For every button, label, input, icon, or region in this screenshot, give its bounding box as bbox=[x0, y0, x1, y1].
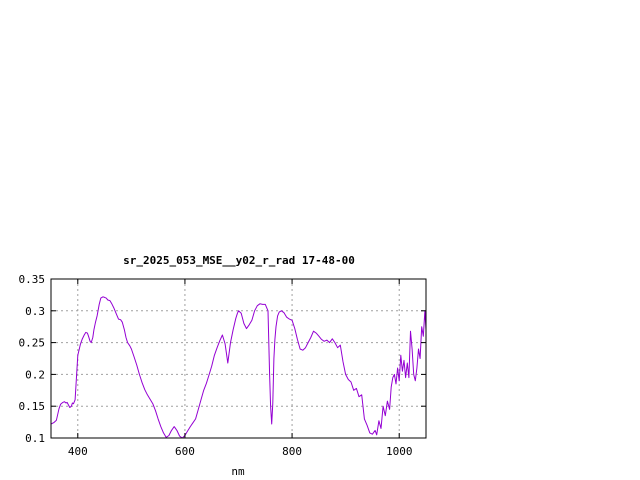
y-tick-label: 0.15 bbox=[19, 400, 46, 413]
y-tick-label: 0.3 bbox=[25, 305, 45, 318]
grid-lines bbox=[51, 279, 426, 438]
chart-title: sr_2025_053_MSE__y02_r_rad 17-48-00 bbox=[123, 254, 355, 267]
x-tick-label: 800 bbox=[282, 445, 302, 458]
series-line bbox=[50, 296, 427, 439]
data-series bbox=[50, 296, 427, 439]
x-tick-label: 600 bbox=[175, 445, 195, 458]
x-axis-label: nm bbox=[231, 465, 245, 478]
x-tick-label: 400 bbox=[68, 445, 88, 458]
plot-frame bbox=[50, 278, 427, 439]
y-tick-label: 0.25 bbox=[19, 337, 46, 350]
y-tick-label: 0.35 bbox=[19, 273, 46, 286]
y-tick-label: 0.2 bbox=[25, 368, 45, 381]
axis-ticks: 0.1 0.15 0.2 0.25 0.3 0.35 400 600 800 1000 bbox=[19, 273, 426, 458]
y-tick-label: 0.1 bbox=[25, 432, 45, 445]
x-tick-label: 1000 bbox=[386, 445, 413, 458]
